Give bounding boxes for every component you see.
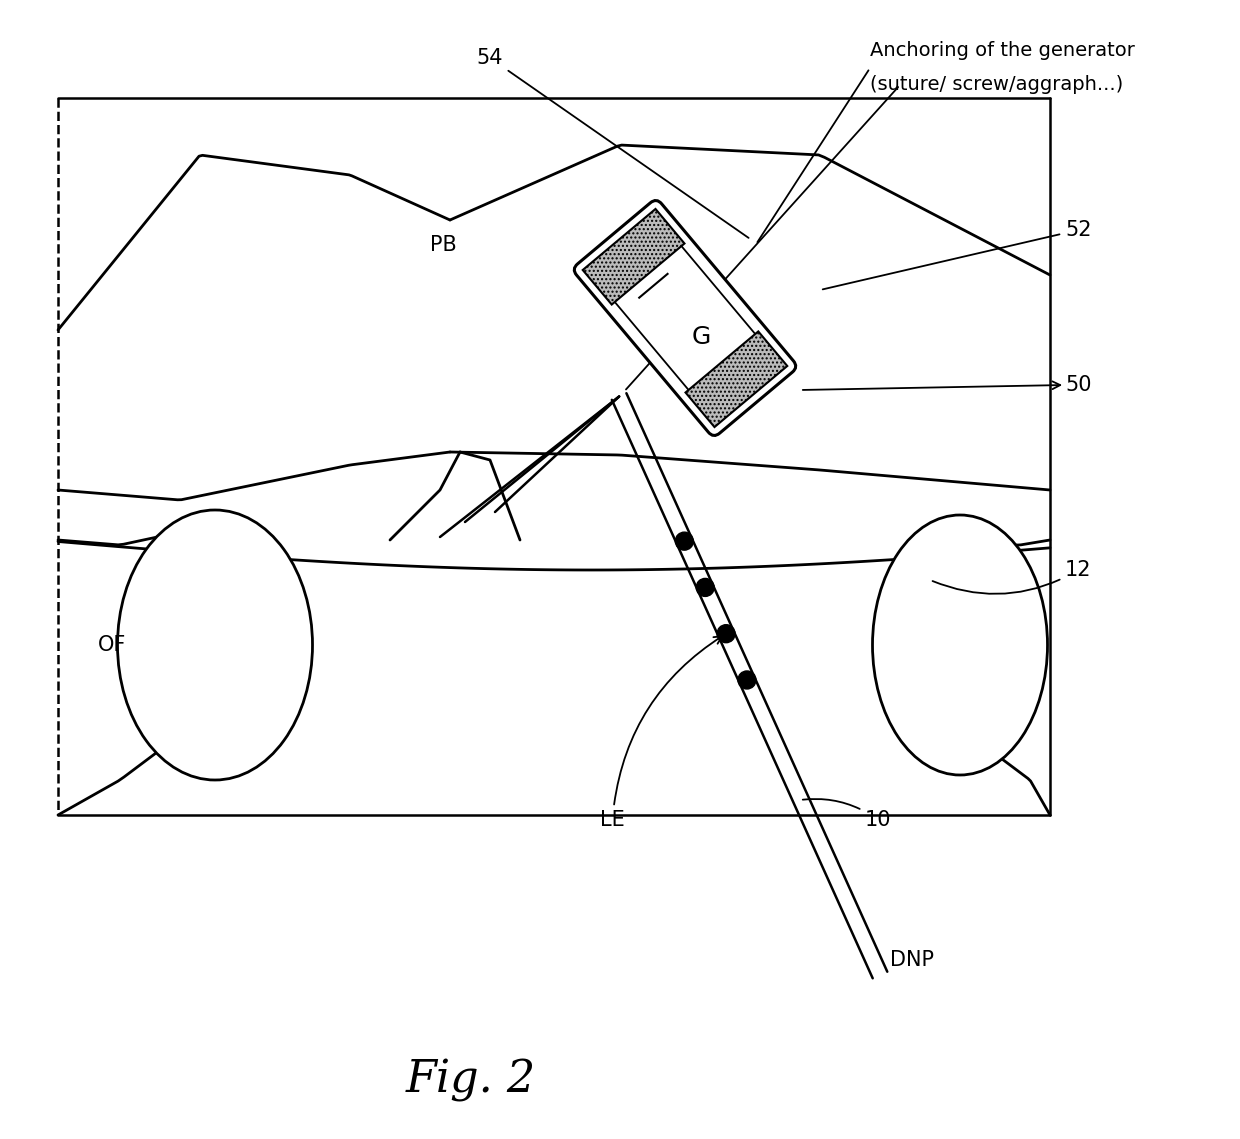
Text: G: G — [692, 325, 711, 350]
FancyBboxPatch shape — [686, 331, 787, 427]
Text: Anchoring of the generator: Anchoring of the generator — [870, 41, 1135, 59]
Text: 10: 10 — [802, 798, 892, 830]
Text: 52: 52 — [822, 220, 1091, 289]
Text: (suture/ screw/aggraph...): (suture/ screw/aggraph...) — [870, 75, 1123, 95]
FancyBboxPatch shape — [574, 200, 796, 435]
Circle shape — [676, 532, 693, 550]
Text: 12: 12 — [932, 560, 1091, 593]
Circle shape — [696, 579, 714, 597]
Text: 50: 50 — [1065, 375, 1091, 395]
Text: PB: PB — [430, 235, 456, 255]
Ellipse shape — [118, 510, 312, 780]
FancyBboxPatch shape — [583, 208, 684, 304]
Circle shape — [717, 624, 735, 642]
Text: DNP: DNP — [890, 950, 934, 970]
Text: 54: 54 — [476, 48, 749, 238]
Text: OF: OF — [98, 636, 126, 655]
Text: Fig. 2: Fig. 2 — [405, 1058, 537, 1101]
FancyBboxPatch shape — [590, 216, 780, 419]
Text: LE: LE — [600, 637, 722, 830]
Circle shape — [738, 671, 756, 689]
Ellipse shape — [873, 515, 1048, 775]
